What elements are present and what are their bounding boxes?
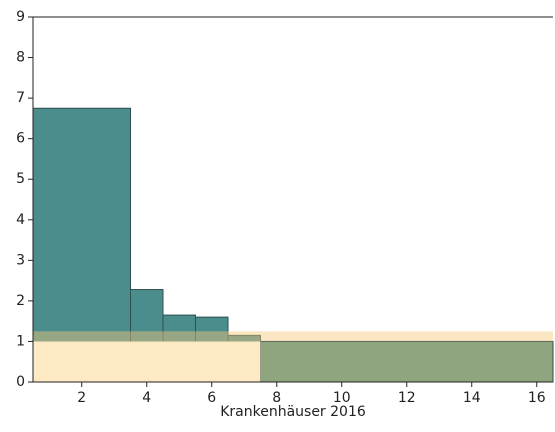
x-tick-label: 2 [77,390,86,406]
y-tick-label: 9 [16,9,25,25]
x-tick-label: 12 [398,390,416,406]
band [33,331,553,342]
y-tick-label: 6 [16,131,25,147]
x-tick-label: 4 [142,390,151,406]
x-tick-label: 16 [528,390,546,406]
y-tick-label: 0 [16,374,25,390]
y-tick-label: 4 [16,212,25,228]
y-tick-label: 1 [16,333,25,349]
bar [260,340,554,383]
x-tick-label: 8 [272,390,281,406]
y-tick-label: 8 [16,50,25,66]
bar [32,107,131,383]
x-tick-label: 14 [463,390,481,406]
y-tick-label: 7 [16,90,25,106]
lower-region [33,341,261,382]
x-tick-label: 10 [333,390,351,406]
y-tick-label: 2 [16,293,25,309]
y-tick-label: 5 [16,171,25,187]
x-axis-label: Krankenhäuser 2016 [220,404,366,420]
y-tick-label: 3 [16,252,25,268]
x-tick-label: 6 [207,390,216,406]
